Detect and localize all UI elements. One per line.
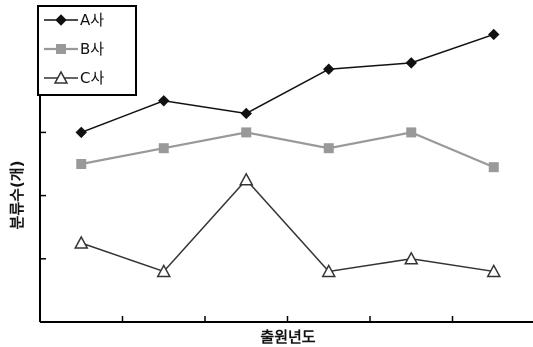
data-point-triangle: [238, 172, 254, 186]
data-point-diamond: [488, 28, 500, 41]
data-point-triangle: [403, 251, 419, 265]
axis-ticks: [40, 131, 454, 322]
data-point-square: [76, 159, 87, 169]
data-point-square: [241, 127, 252, 138]
legend-label-square: B사: [80, 40, 104, 58]
data-point-triangle: [156, 263, 172, 278]
legend-label-triangle: C사: [80, 69, 104, 87]
data-point-diamond: [240, 107, 252, 120]
legend-marker-diamond: [55, 14, 67, 26]
x-axis-label: 출원년도: [260, 328, 315, 346]
series-layer: [73, 28, 502, 278]
legend-marker-triangle: [53, 70, 69, 84]
data-point-square: [323, 143, 334, 154]
data-point-triangle: [486, 263, 502, 278]
data-point-triangle: [321, 263, 337, 278]
series-line-square: [81, 131, 495, 169]
data-point-diamond: [323, 63, 335, 75]
data-point-triangle: [73, 235, 89, 249]
data-point-square: [158, 143, 169, 154]
series-line-triangle: [81, 178, 494, 273]
legend-label-diamond: A사: [80, 11, 104, 29]
data-point-square: [406, 127, 417, 138]
legend: A사 B사 C사: [37, 5, 137, 96]
y-axis-label: 분류수(개): [8, 161, 26, 230]
data-point-diamond: [75, 126, 87, 139]
data-point-diamond: [405, 57, 417, 69]
data-point-square: [488, 162, 499, 173]
legend-marker-square: [56, 44, 66, 54]
data-point-diamond: [158, 95, 170, 107]
series-line-diamond: [80, 33, 494, 134]
legend-box: [37, 5, 137, 96]
